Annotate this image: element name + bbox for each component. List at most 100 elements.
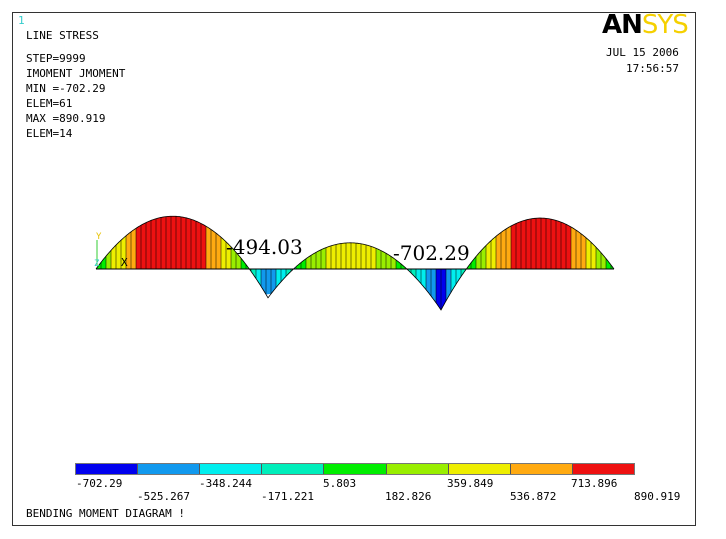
element-fill [136, 225, 141, 269]
element-fill [526, 218, 531, 269]
element-fill [186, 217, 191, 269]
element-divisions [100, 216, 612, 310]
element-fill [181, 216, 186, 269]
element-fill [436, 269, 441, 310]
element-fill [486, 240, 491, 269]
element-fill [231, 246, 236, 269]
element-fill [366, 244, 371, 269]
legend-label-7: 359.849 [447, 477, 494, 490]
element-fill [256, 269, 261, 287]
element-fill [511, 223, 516, 269]
plot-title: LINE STRESS [26, 29, 99, 42]
element-fill [321, 247, 326, 269]
element-fill [521, 219, 526, 269]
diagram-outline [95, 215, 615, 311]
legend-swatch-2 [138, 464, 201, 474]
element-fill [371, 246, 376, 269]
element-fill [451, 269, 456, 293]
window-number: 1 [18, 14, 25, 27]
element-fill [271, 269, 276, 294]
legend-label-8: 536.872 [510, 490, 557, 503]
element-fill [166, 216, 171, 269]
element-fill [311, 252, 316, 269]
element-fill [391, 256, 396, 269]
element-fill [576, 230, 581, 269]
legend-label-3: -348.244 [199, 477, 252, 490]
element-fill [426, 269, 431, 297]
legend-swatch-3 [200, 464, 263, 474]
legend-swatch-1 [76, 464, 139, 474]
element-fill [141, 222, 146, 269]
element-fill [386, 253, 391, 269]
legend-label-4: -171.221 [261, 490, 314, 503]
element-fill [101, 256, 106, 269]
element-fill [111, 245, 116, 269]
element-fill [121, 235, 126, 269]
info-max-elem: ELEM=14 [26, 127, 73, 140]
element-fill [421, 269, 426, 290]
element-fill [431, 269, 436, 303]
legend-swatch-8 [510, 464, 573, 474]
element-fill [306, 255, 311, 269]
element-fill [221, 237, 226, 269]
info-moment: IMOMENT JMOMENT [26, 67, 126, 80]
element-fill [281, 269, 286, 282]
info-min: MIN =-702.29 [26, 82, 106, 95]
element-fill [441, 269, 446, 310]
element-fill [481, 245, 486, 269]
legend-swatch-5 [324, 464, 387, 474]
legend-label-5: 5.803 [323, 477, 357, 490]
element-fill [566, 224, 571, 269]
legend-swatch-4 [262, 464, 325, 474]
element-fill [241, 258, 246, 269]
legend-label-10: 890.919 [634, 490, 681, 503]
element-fill [556, 220, 561, 269]
legend-swatch-6 [386, 464, 449, 474]
element-fill [496, 232, 501, 269]
element-fill [596, 247, 601, 269]
element-fill [331, 244, 336, 269]
element-fill [356, 243, 361, 269]
element-fill [506, 226, 511, 269]
element-fill [606, 258, 611, 269]
annotation-min-span-2: -702.29 [393, 241, 470, 265]
element-fill [211, 229, 216, 269]
x-axis-label: X [121, 256, 128, 269]
element-fill [561, 222, 566, 269]
ansys-logo: ANSYS [602, 10, 689, 40]
plot-time: 17:56:57 [626, 62, 679, 75]
legend-label-9: 713.896 [571, 477, 618, 490]
element-fill [446, 269, 451, 301]
element-fill [471, 256, 476, 269]
contour-legend-bar [75, 463, 635, 475]
element-fill [216, 233, 221, 269]
element-fill [551, 219, 556, 269]
info-max: MAX =890.919 [26, 112, 106, 125]
element-fill [266, 269, 271, 295]
element-fill [131, 228, 136, 269]
element-fill [541, 218, 546, 269]
element-fill [346, 242, 351, 269]
element-fill [501, 228, 506, 269]
element-fill [116, 240, 121, 269]
diagram-caption: BENDING MOMENT DIAGRAM ! [26, 507, 185, 520]
element-fill [201, 223, 206, 269]
element-fill [351, 242, 356, 269]
element-fill [206, 226, 211, 269]
element-fill [411, 269, 416, 279]
plot-date: JUL 15 2006 [606, 46, 679, 59]
element-fill [381, 250, 386, 269]
y-axis-label: Y [96, 232, 102, 242]
element-fill [396, 259, 401, 269]
element-fill [126, 231, 131, 269]
element-fill [586, 237, 591, 269]
info-step: STEP=9999 [26, 52, 86, 65]
element-fill [591, 242, 596, 269]
element-fill [601, 252, 606, 269]
element-fill [361, 243, 366, 269]
element-fill [491, 236, 496, 269]
legend-swatch-9 [572, 464, 634, 474]
element-fill [296, 262, 301, 269]
element-fill [301, 258, 306, 269]
element-fill [516, 221, 521, 269]
